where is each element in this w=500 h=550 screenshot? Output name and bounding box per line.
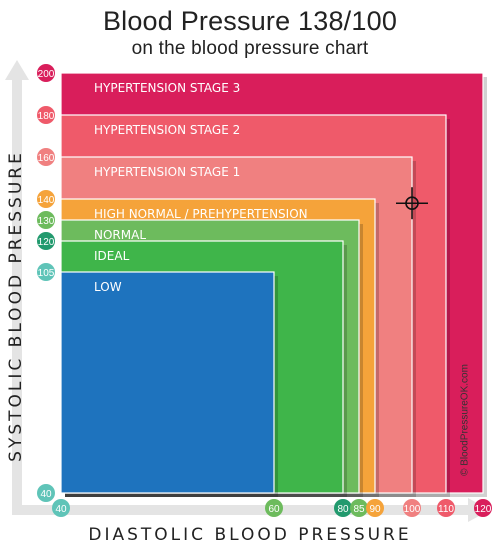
- x-tick-label-100: 100: [404, 504, 421, 515]
- x-axis-ticks: 40 60 80 85 90 100 110 120: [52, 499, 492, 517]
- x-tick-label-110-badge: [437, 499, 455, 517]
- zone-label-normal: NORMAL: [94, 228, 146, 242]
- x-tick-label-120: 120: [475, 504, 492, 515]
- x-tick-label-110: 110: [438, 504, 454, 515]
- chart-subtitle: on the blood pressure chart: [131, 38, 369, 59]
- y-tick-label-180: 180: [38, 111, 55, 122]
- x-tick-label-120-badge: [474, 499, 492, 517]
- y-tick-label-140: 140: [38, 195, 55, 206]
- y-tick-label-105-badge: [37, 263, 55, 281]
- y-tick-label-160: 160: [38, 153, 55, 164]
- x-tick-label-100-badge: [403, 499, 421, 517]
- x-tick-label-90: 90: [369, 504, 381, 515]
- marker-ring: [405, 196, 419, 210]
- y-tick-label-130-badge: [37, 211, 55, 229]
- zone-labels: HYPERTENSION STAGE 3 HYPERTENSION STAGE 2…: [94, 81, 308, 294]
- zone-low: [60, 271, 275, 494]
- y-tick-label-180-badge: [37, 106, 55, 124]
- zone-label-hypertension-stage-3: HYPERTENSION STAGE 3: [94, 81, 240, 95]
- reading-marker: [396, 187, 428, 220]
- y-tick-label-40-badge: [37, 484, 55, 502]
- x-tick-label-80-badge: [334, 499, 352, 517]
- x-tick-label-85: 85: [353, 504, 365, 515]
- y-tick-label-160-badge: [37, 148, 55, 166]
- y-tick-label-120-badge: [37, 232, 55, 250]
- y-axis-title: SYSTOLIC BLOOD PRESSURE: [6, 150, 26, 462]
- y-axis-arrow-shaft: [12, 75, 22, 515]
- chart-title: Blood Pressure 138/100: [102, 6, 398, 36]
- x-tick-label-40: 40: [55, 504, 67, 515]
- x-tick-label-80: 80: [337, 504, 349, 515]
- zone-label-hypertension-stage-1: HYPERTENSION STAGE 1: [94, 165, 240, 179]
- zone-label-ideal: IDEAL: [94, 249, 130, 263]
- y-tick-label-130: 130: [38, 216, 55, 227]
- y-tick-label-105: 105: [38, 268, 55, 279]
- x-tick-label-60: 60: [268, 504, 280, 515]
- y-tick-label-200-badge: [37, 64, 55, 82]
- x-axis-title: DIASTOLIC BLOOD PRESSURE: [88, 525, 412, 545]
- zone-rects: [60, 72, 487, 497]
- y-tick-label-40: 40: [40, 489, 52, 500]
- x-tick-label-60-badge: [265, 499, 283, 517]
- x-tick-label-90-badge: [366, 499, 384, 517]
- y-tick-label-140-badge: [37, 190, 55, 208]
- y-tick-label-120: 120: [38, 237, 55, 248]
- x-axis-arrow-shaft: [12, 505, 470, 515]
- zone-label-high-normal-prehypertension: HIGH NORMAL / PREHYPERTENSION: [94, 207, 308, 221]
- y-axis-ticks: 40 105 120 130 140 160 180 200: [37, 64, 55, 502]
- y-tick-label-200: 200: [38, 69, 55, 80]
- y-axis-arrow-head: [5, 60, 29, 80]
- zone-label-low: LOW: [94, 280, 122, 294]
- zone-label-hypertension-stage-2: HYPERTENSION STAGE 2: [94, 123, 240, 137]
- watermark-text: © BloodPressureOK.com: [459, 364, 471, 476]
- x-tick-label-85-badge: [350, 499, 368, 517]
- x-tick-label-40-badge: [52, 499, 70, 517]
